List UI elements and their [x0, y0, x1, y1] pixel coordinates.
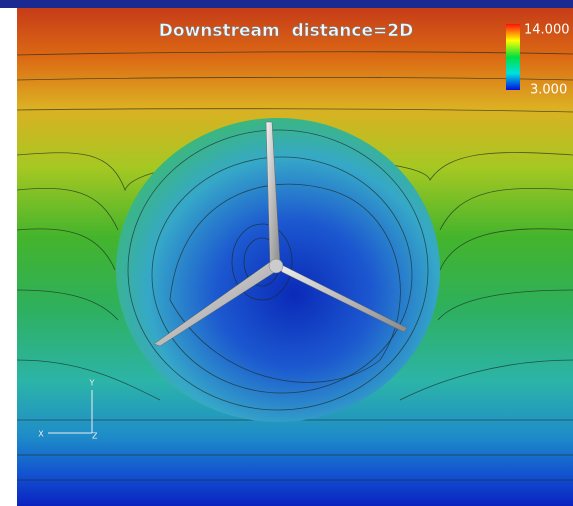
colorbar-min: 3.000 [530, 83, 567, 98]
title: Downstream distance=2D [159, 21, 413, 41]
top-bar [0, 0, 573, 8]
axis-label: X [38, 430, 44, 439]
axis-label: Y [89, 379, 95, 388]
visualization: Downstream distance=2D 14.000 3.000 Y X … [0, 0, 573, 506]
color-bar [506, 24, 520, 90]
hub [269, 259, 283, 273]
axis-label: Z [92, 432, 98, 441]
colorbar-max: 14.000 [524, 23, 570, 38]
